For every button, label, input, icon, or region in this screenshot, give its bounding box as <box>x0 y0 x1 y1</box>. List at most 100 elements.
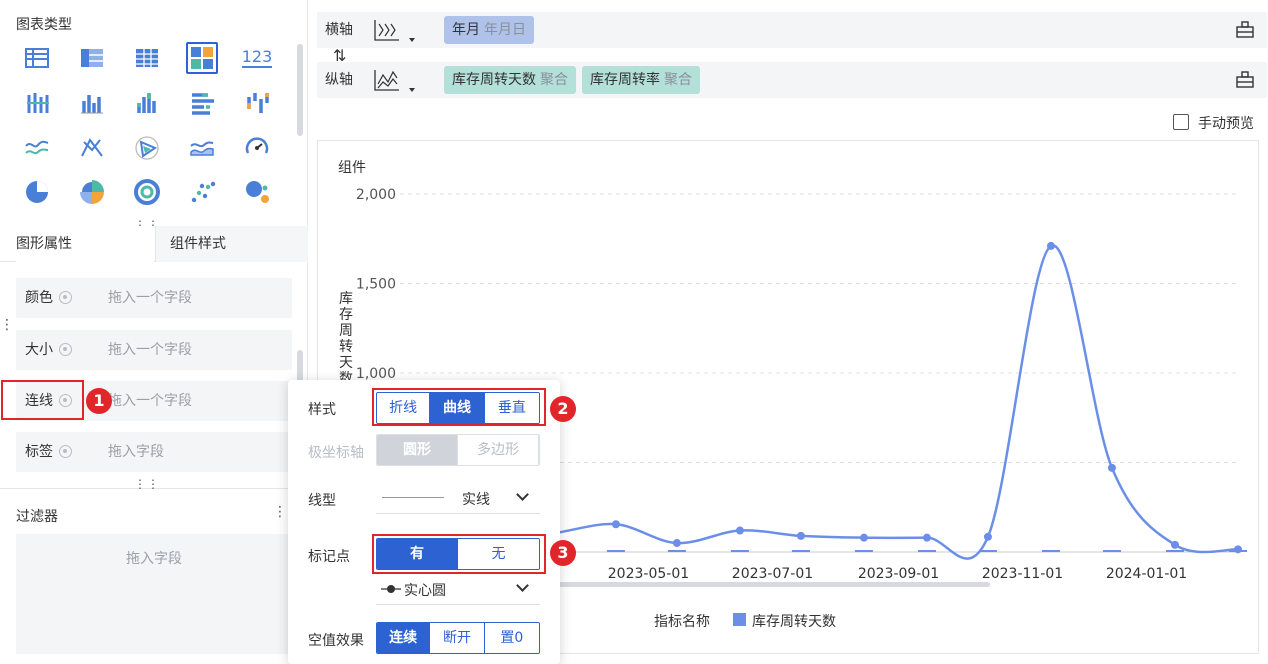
horizontal-bar-icon[interactable] <box>186 87 218 119</box>
marker-shape-dropdown[interactable]: 实心圆 <box>376 573 540 605</box>
style-option-vertical[interactable]: 垂直 <box>484 393 539 423</box>
null-option-zero[interactable]: 置0 <box>484 623 539 653</box>
pie-icon[interactable] <box>21 176 53 208</box>
step-badge-2: 2 <box>550 396 576 422</box>
pivot-table-icon[interactable] <box>76 42 108 74</box>
x-tick-label: 2024-01-01 <box>1106 566 1187 582</box>
data-point <box>735 526 744 535</box>
style-label: 样式 <box>308 402 336 418</box>
dashboard-card-icon[interactable] <box>186 42 218 74</box>
chart-types-title: 图表类型 <box>16 17 72 33</box>
column-icon[interactable] <box>76 87 108 119</box>
hierarchy-icon[interactable] <box>1235 71 1255 89</box>
caret-down-icon[interactable] <box>409 38 415 42</box>
data-point <box>672 539 681 548</box>
resize-handle-bottom[interactable]: ⋮⋮ <box>134 477 160 491</box>
side-resize-handle[interactable]: ⋮ <box>0 317 15 333</box>
more-icon[interactable]: ⋮ <box>273 504 287 520</box>
y-axis-title-char: 存 <box>339 307 353 323</box>
line-icon[interactable] <box>21 132 53 164</box>
grouped-bar-icon[interactable] <box>21 87 53 119</box>
marker-option-no[interactable]: 无 <box>458 539 539 569</box>
style-segmented-control: 折线 曲线 垂直 <box>376 392 540 424</box>
stacked-column-icon[interactable] <box>131 87 163 119</box>
null-option-connect[interactable]: 连续 <box>377 623 431 653</box>
gauge-icon[interactable] <box>241 132 273 164</box>
ring-icon[interactable] <box>131 176 163 208</box>
gear-icon[interactable] <box>59 291 72 304</box>
x-tick-label: 2023-05-01 <box>608 566 689 582</box>
tab-graph-properties[interactable]: 图形属性 <box>16 226 154 262</box>
gear-icon[interactable] <box>59 445 72 458</box>
y-axis-title-char: 天 <box>339 355 353 371</box>
connect-line-field-row[interactable]: 连线 拖入一个字段 <box>16 381 292 421</box>
donut-rose-icon[interactable] <box>76 176 108 208</box>
field-pill-aggregation: 聚合 <box>664 72 692 88</box>
data-point <box>922 533 931 542</box>
solid-line-preview <box>382 497 444 498</box>
chevron-down-icon <box>516 488 529 501</box>
line-type-value: 实线 <box>462 492 490 508</box>
connect-line-label: 连线 <box>25 393 53 409</box>
data-point <box>859 533 868 542</box>
polar-area-icon[interactable] <box>131 132 163 164</box>
marker-option-yes[interactable]: 有 <box>377 539 458 569</box>
table-icon[interactable] <box>21 42 53 74</box>
bubble-icon[interactable] <box>241 176 273 208</box>
scatter-icon[interactable] <box>186 176 218 208</box>
style-option-polyline[interactable]: 折线 <box>377 393 431 423</box>
chevron-down-icon <box>516 579 529 592</box>
divider <box>0 488 308 489</box>
highlight-box-2 <box>372 388 546 426</box>
radar-icon[interactable] <box>76 132 108 164</box>
null-effect-label: 空值效果 <box>308 633 364 649</box>
y-axis-title-char: 库 <box>339 291 353 307</box>
line-type-dropdown[interactable]: 实线 <box>376 482 540 514</box>
filter-drop-zone[interactable]: 拖入字段 <box>16 534 292 654</box>
polar-axis-segmented-control: 圆形 多边形 <box>376 434 540 466</box>
x-tick-label: 2023-09-01 <box>858 566 939 582</box>
field-pill[interactable]: 库存周转天数 聚合 <box>444 66 576 94</box>
detail-table-icon[interactable] <box>131 42 163 74</box>
y-axis-type-icon[interactable] <box>371 68 401 92</box>
manual-preview-checkbox[interactable] <box>1173 114 1189 130</box>
field-pill[interactable]: 年月 年月日 <box>444 16 534 44</box>
data-point <box>796 531 805 540</box>
step-badge-3: 3 <box>550 540 576 566</box>
label-field-row[interactable]: 标签 拖入字段 <box>16 432 292 472</box>
filter-title: 过滤器 <box>16 509 58 525</box>
chart-types-scrollbar[interactable] <box>297 44 303 136</box>
series-line <box>495 244 1239 560</box>
marker-label: 标记点 <box>308 549 350 565</box>
size-field-row[interactable]: 大小 拖入一个字段 <box>16 330 292 370</box>
data-point <box>1234 545 1242 554</box>
filter-placeholder: 拖入字段 <box>126 551 182 567</box>
field-pill-name: 库存周转天数 <box>452 72 536 88</box>
swap-axes-icon[interactable]: ⇅ <box>333 46 347 65</box>
size-label: 大小 <box>25 342 53 358</box>
data-point <box>983 532 992 541</box>
label-drop-placeholder[interactable]: 拖入字段 <box>108 444 164 460</box>
range-column-icon[interactable] <box>241 87 273 119</box>
size-drop-placeholder[interactable]: 拖入一个字段 <box>108 342 192 358</box>
tab-component-style[interactable]: 组件样式 <box>155 226 308 262</box>
kpi-number-icon[interactable]: 123 <box>241 42 273 74</box>
field-pill[interactable]: 库存周转率 聚合 <box>582 66 700 94</box>
highlight-box-3 <box>372 534 546 574</box>
null-option-break[interactable]: 断开 <box>430 623 485 653</box>
color-field-row[interactable]: 颜色 拖入一个字段 <box>16 278 292 318</box>
x-axis-type-icon[interactable] <box>371 18 401 42</box>
hierarchy-icon[interactable] <box>1235 21 1255 39</box>
y-axis-title-char: 转 <box>339 339 353 355</box>
marker-shape-value: 实心圆 <box>404 583 446 599</box>
area-icon[interactable] <box>186 132 218 164</box>
gear-icon[interactable] <box>59 394 72 407</box>
connect-line-drop-placeholder[interactable]: 拖入一个字段 <box>108 393 192 409</box>
gear-icon[interactable] <box>59 343 72 356</box>
kpi-number-text: 123 <box>241 47 273 68</box>
data-point <box>1107 463 1116 472</box>
style-option-curve[interactable]: 曲线 <box>430 393 485 423</box>
color-drop-placeholder[interactable]: 拖入一个字段 <box>108 290 192 306</box>
caret-down-icon[interactable] <box>409 88 415 92</box>
y-axis-label: 纵轴 <box>325 72 353 88</box>
